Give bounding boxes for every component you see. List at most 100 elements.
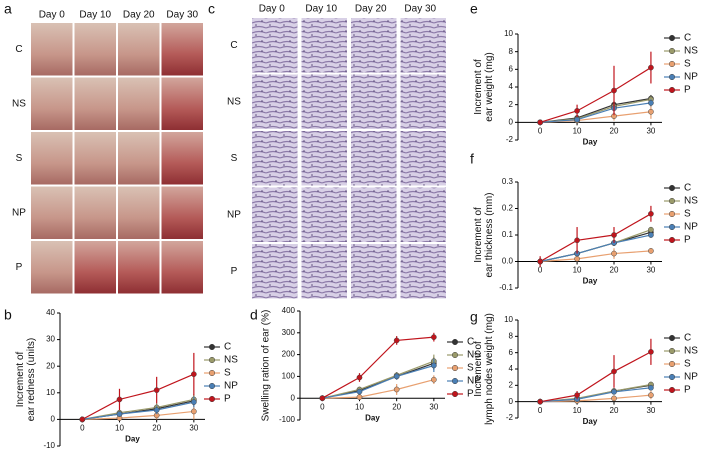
legend-marker	[451, 390, 459, 398]
y-tick-label: 4	[509, 82, 514, 91]
photo	[31, 132, 73, 185]
legend-label: NP	[684, 222, 698, 233]
marker	[611, 87, 617, 94]
photo	[161, 77, 203, 130]
legend-label: NP	[684, 372, 698, 383]
legend-label: C	[684, 333, 691, 344]
legend-marker	[208, 369, 216, 377]
legend-label: P	[467, 389, 474, 400]
y-tick-label: 4	[509, 364, 514, 373]
photo	[351, 18, 397, 73]
x-tick-label: 20	[392, 402, 401, 411]
y-axis-label: ear redness (units)	[26, 338, 37, 421]
marker	[574, 237, 580, 244]
legend-label: C	[224, 342, 231, 353]
legend-marker	[668, 73, 676, 81]
marker	[648, 248, 654, 254]
marker	[648, 384, 654, 391]
row-label: P	[231, 266, 238, 277]
x-tick-label: 10	[573, 266, 582, 275]
photo	[252, 187, 298, 242]
legend-marker	[208, 356, 216, 364]
series-line	[322, 360, 435, 399]
column-label: Day 10	[305, 4, 337, 15]
column-label: Day 0	[259, 4, 286, 15]
marker	[611, 368, 617, 375]
panel-letter: a	[4, 1, 12, 17]
y-axis-label: lymph nodes weight (mg)	[484, 313, 495, 425]
y-tick-label: 40	[46, 308, 55, 317]
series-line	[82, 398, 194, 420]
marker	[648, 232, 654, 238]
photo	[118, 23, 160, 76]
legend-marker	[668, 184, 676, 192]
x-tick-label: 30	[429, 402, 438, 411]
x-tick-label: 30	[189, 424, 198, 433]
series-line	[540, 234, 652, 263]
marker	[611, 395, 617, 402]
y-tick-label: 100	[282, 372, 296, 381]
photo	[252, 18, 298, 73]
series-line	[540, 394, 651, 403]
marker	[574, 116, 580, 123]
series-line	[82, 373, 195, 420]
marker	[611, 389, 617, 395]
y-tick-label: 2	[509, 100, 514, 109]
legend-marker	[451, 338, 459, 346]
legend-marker	[668, 334, 676, 342]
legend-marker	[668, 360, 676, 368]
marker	[574, 256, 580, 262]
legend-marker	[208, 382, 216, 390]
x-tick-label: 10	[355, 402, 364, 411]
series-line	[540, 250, 651, 263]
marker	[611, 250, 617, 257]
y-tick-label: -0.1	[499, 283, 513, 292]
y-tick-label: 20	[46, 361, 55, 370]
legend-label: NP	[684, 72, 698, 83]
photo	[31, 77, 73, 130]
marker	[648, 210, 654, 217]
y-axis-label: Swelling ration of ear (%)	[261, 310, 272, 422]
photo	[74, 77, 116, 130]
y-tick-label: 6	[509, 64, 514, 73]
legend-label: S	[467, 363, 474, 374]
photo	[74, 186, 116, 239]
marker	[648, 349, 654, 355]
column-label: Day 0	[39, 10, 66, 21]
y-tick-label: 0.1	[502, 230, 514, 239]
legend-marker	[668, 210, 676, 218]
photo	[118, 77, 160, 130]
x-tick-label: 0	[80, 424, 85, 433]
marker	[190, 371, 197, 378]
photo	[31, 186, 73, 239]
x-tick-label: 20	[152, 424, 161, 433]
series-line	[540, 351, 652, 403]
x-axis-label: Day	[583, 277, 598, 286]
photo	[301, 74, 347, 129]
x-axis-label: Day	[583, 417, 598, 426]
legend-marker	[668, 86, 676, 94]
series-line	[539, 67, 652, 123]
y-tick-label: 0	[51, 415, 56, 424]
legend-marker	[668, 236, 676, 244]
y-axis-label: Increment of	[473, 59, 484, 115]
row-label: S	[16, 153, 23, 164]
legend-marker	[208, 395, 216, 403]
y-axis-label: ear weight (mg)	[484, 52, 495, 121]
y-tick-label: 8	[509, 47, 514, 56]
series-line	[540, 102, 652, 123]
legend-label: NS	[684, 196, 698, 207]
legend-label: P	[684, 235, 691, 246]
y-tick-label: -10	[43, 441, 55, 450]
panel-letter: b	[4, 307, 12, 323]
marker	[648, 64, 654, 71]
photo	[31, 23, 73, 76]
row-label: NP	[227, 209, 241, 220]
marker	[430, 376, 437, 383]
photo	[351, 244, 397, 299]
legend-label: NS	[467, 350, 481, 361]
photo	[74, 23, 116, 76]
marker	[356, 394, 363, 400]
row-label: NP	[12, 207, 26, 218]
